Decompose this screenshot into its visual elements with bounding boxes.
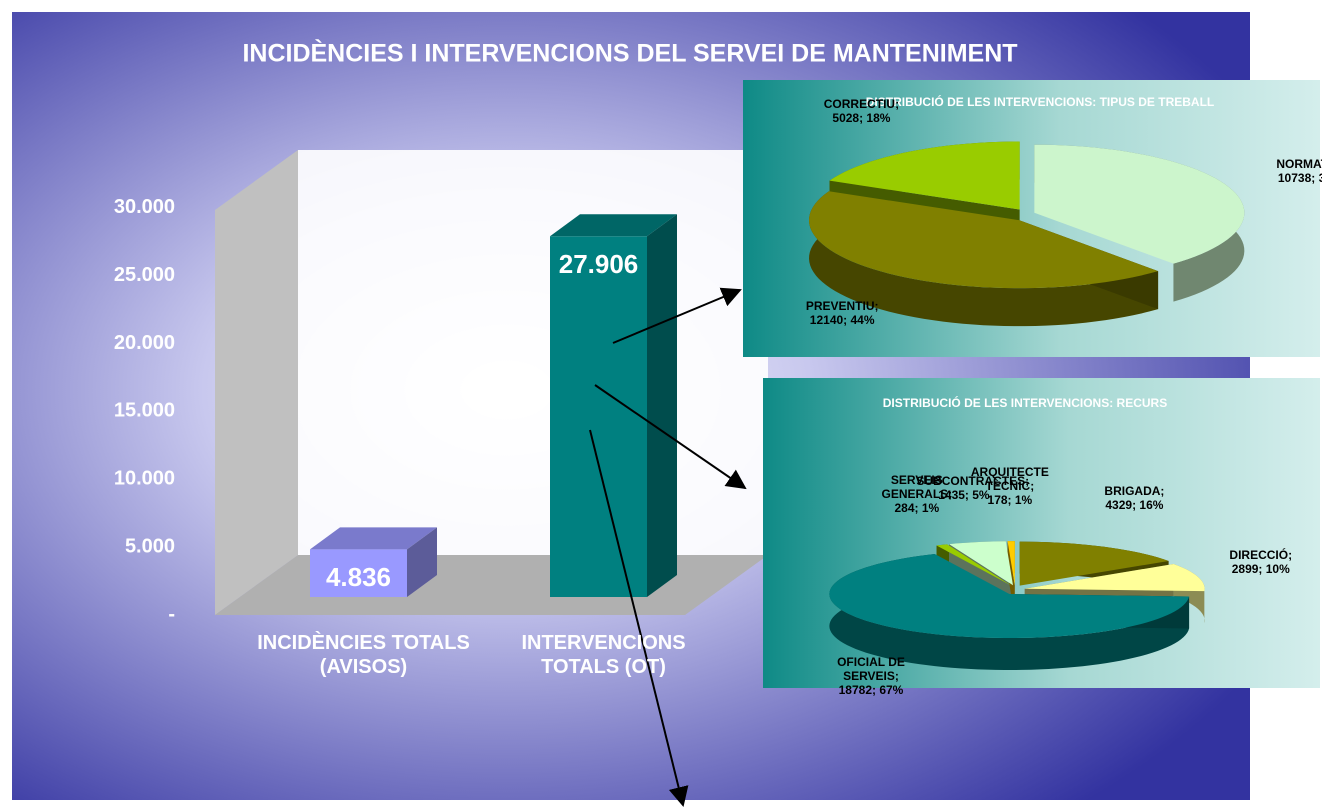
bar [310,527,437,597]
slice [809,191,1159,289]
slice [829,553,1190,639]
slice-label: ARQUITECTE TÈCNIC; 178; 1% [962,465,1057,507]
data-label: 4.836 [326,562,391,592]
data-label: 1435; 5% [938,488,990,503]
bar-side [407,527,437,597]
slice [1024,563,1205,592]
slice-label: NORMATIU;10738; 38% [1250,157,1322,185]
x-tick-label: INCIDÈNCIES TOTALS (AVISOS) [254,631,474,679]
bar-side [647,214,677,598]
data-label: 10738; 38% [1277,171,1322,186]
slice [1019,541,1169,586]
category: PREVENTIU; [805,299,879,314]
slice-label: OFICIAL DE SERVEIS; 18782; 67% [823,655,918,697]
pie-title: DISTRIBUCIÓ DE LES INTERVENCIONS: RECURS [883,395,1167,410]
slice-label: CORRECTIU; 5028; 18% [801,97,921,125]
category: SUBCONTRACTES; [916,474,1030,489]
arrow [589,429,689,807]
data-label: 5028; 18% [832,111,891,126]
bar-top [310,527,437,550]
category: NORMATIU; [1276,157,1322,172]
pie-title: DISTRIBUCIÓ DE LES INTERVENCIONS: TIPUS … [866,94,1214,109]
slice [949,541,1013,586]
bar-front [310,549,407,597]
data-label: 27.906 [559,249,639,279]
y-tick-label: 5.000 [125,535,175,557]
data-label: 12140; 44% [809,313,875,328]
y-tick-label: - [168,603,175,625]
data-label: 284; 1% [894,501,940,515]
bar [550,214,677,598]
data-label: 18782; 67% [838,682,904,697]
floor [215,555,768,615]
y-tick-label: 10.000 [114,468,175,490]
y-tick-label: 15.000 [114,400,175,422]
bar-top [550,214,677,237]
slice-label: SERVEIS GENERALS; 284; 1% [869,473,964,515]
category: CORRECTIU; [823,97,900,112]
category: INCIDÈNCIES TOTALS (AVISOS) [257,632,470,678]
category: BRIGADA; [1104,484,1165,499]
slice-label: PREVENTIU; 12140; 44% [782,299,902,327]
arrow [594,384,747,490]
bar-front [550,236,647,598]
slice [936,544,1012,586]
y-tick-label: 30.000 [114,196,175,218]
arrow [612,287,742,344]
side-wall [215,150,298,615]
category: INTERVENCIONS TOTALS (OT) [521,632,686,678]
slice [1034,144,1245,264]
back-wall [298,150,768,555]
x-tick-label: INTERVENCIONS TOTALS (OT) [494,631,714,679]
slice-label: SUBCONTRACTES; 1435; 5% [916,474,1030,503]
y-tick-label: 25.000 [114,264,175,286]
data-label: 2899; 10% [1231,562,1290,577]
slice-side [809,191,1159,327]
category: OFICIAL DE SERVEIS; [837,654,905,683]
category: ARQUITECTE TÈCNIC; [970,465,1049,494]
slice-label: BRIGADA; 4329; 16% [1087,484,1182,512]
chart-title: INCIDÈNCIES I INTERVENCIONS DEL SERVEI D… [242,39,1017,68]
y-tick-label: 20.000 [114,332,175,354]
category: DIRECCIÓ; [1229,548,1293,563]
data-label: 4329; 16% [1105,498,1164,513]
slice [1007,541,1015,586]
slice-label: DIRECCIÓ; 2899; 10% [1213,548,1308,576]
data-label: 178; 1% [987,493,1033,508]
category: SERVEIS GENERALS; [881,473,953,501]
slice [829,141,1020,210]
